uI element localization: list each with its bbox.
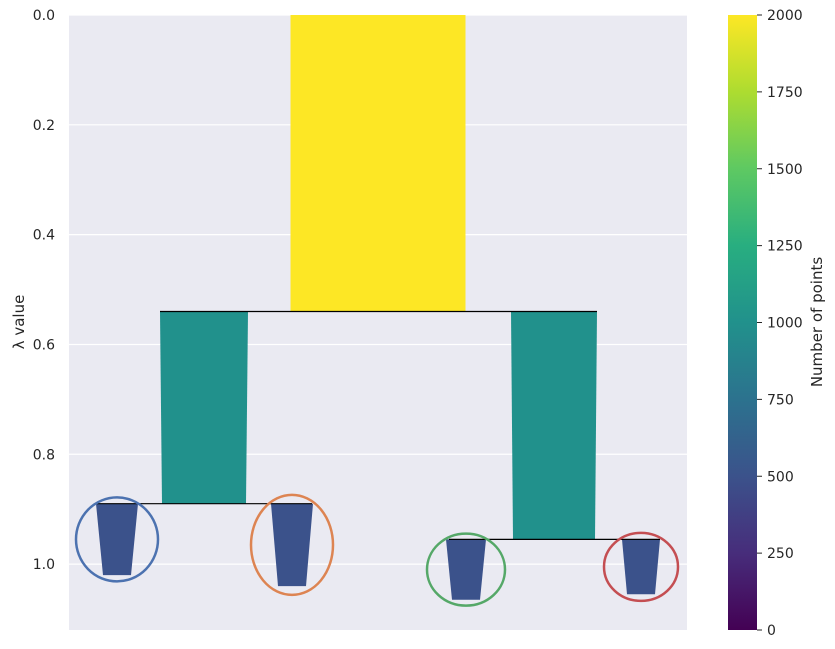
branch-root: [290, 15, 466, 312]
circle-cluster-1: [74, 496, 160, 583]
circle-cluster-2: [249, 493, 335, 597]
colorbar: [728, 15, 757, 630]
split-lines: [97, 310, 660, 540]
branch-cluster-1: [96, 503, 138, 576]
y-axis-ticks: 0.0 0.2 0.4 0.6 0.8 1.0: [33, 8, 55, 573]
branch-cluster-4: [622, 539, 660, 595]
y-axis-label: λ value: [10, 295, 28, 350]
selection-circles: [74, 493, 680, 607]
colorbar-tick-label: 1000: [767, 316, 803, 332]
circle-cluster-3: [425, 532, 507, 607]
branch-cluster-3: [446, 539, 486, 600]
colorbar-tick-label: 250: [767, 546, 794, 562]
colorbar-tick-label: 0: [767, 623, 776, 639]
colorbar-tick-label: 1500: [767, 162, 803, 178]
colorbar-tick-label: 1750: [767, 85, 803, 101]
branch-right: [511, 311, 597, 540]
colorbar-ticks: 0 250 500 750 1000 1250 1500 1750 2000: [757, 8, 803, 639]
tree-branches: [96, 15, 660, 600]
colorbar-tick-label: 500: [767, 469, 794, 485]
y-tick-label: 0.4: [33, 228, 55, 244]
branch-left: [160, 311, 248, 504]
branch-cluster-2: [271, 503, 313, 587]
y-tick-label: 0.8: [33, 447, 55, 463]
colorbar-tick-label: 750: [767, 392, 794, 408]
colorbar-tick-label: 1250: [767, 239, 803, 255]
colorbar-label: Number of points: [808, 257, 826, 388]
y-tick-label: 1.0: [33, 557, 55, 573]
colorbar-tick-label: 2000: [767, 8, 803, 24]
y-tick-label: 0.2: [33, 118, 55, 134]
circle-cluster-4: [602, 531, 680, 603]
y-tick-label: 0.0: [33, 8, 55, 24]
y-tick-label: 0.6: [33, 337, 55, 353]
